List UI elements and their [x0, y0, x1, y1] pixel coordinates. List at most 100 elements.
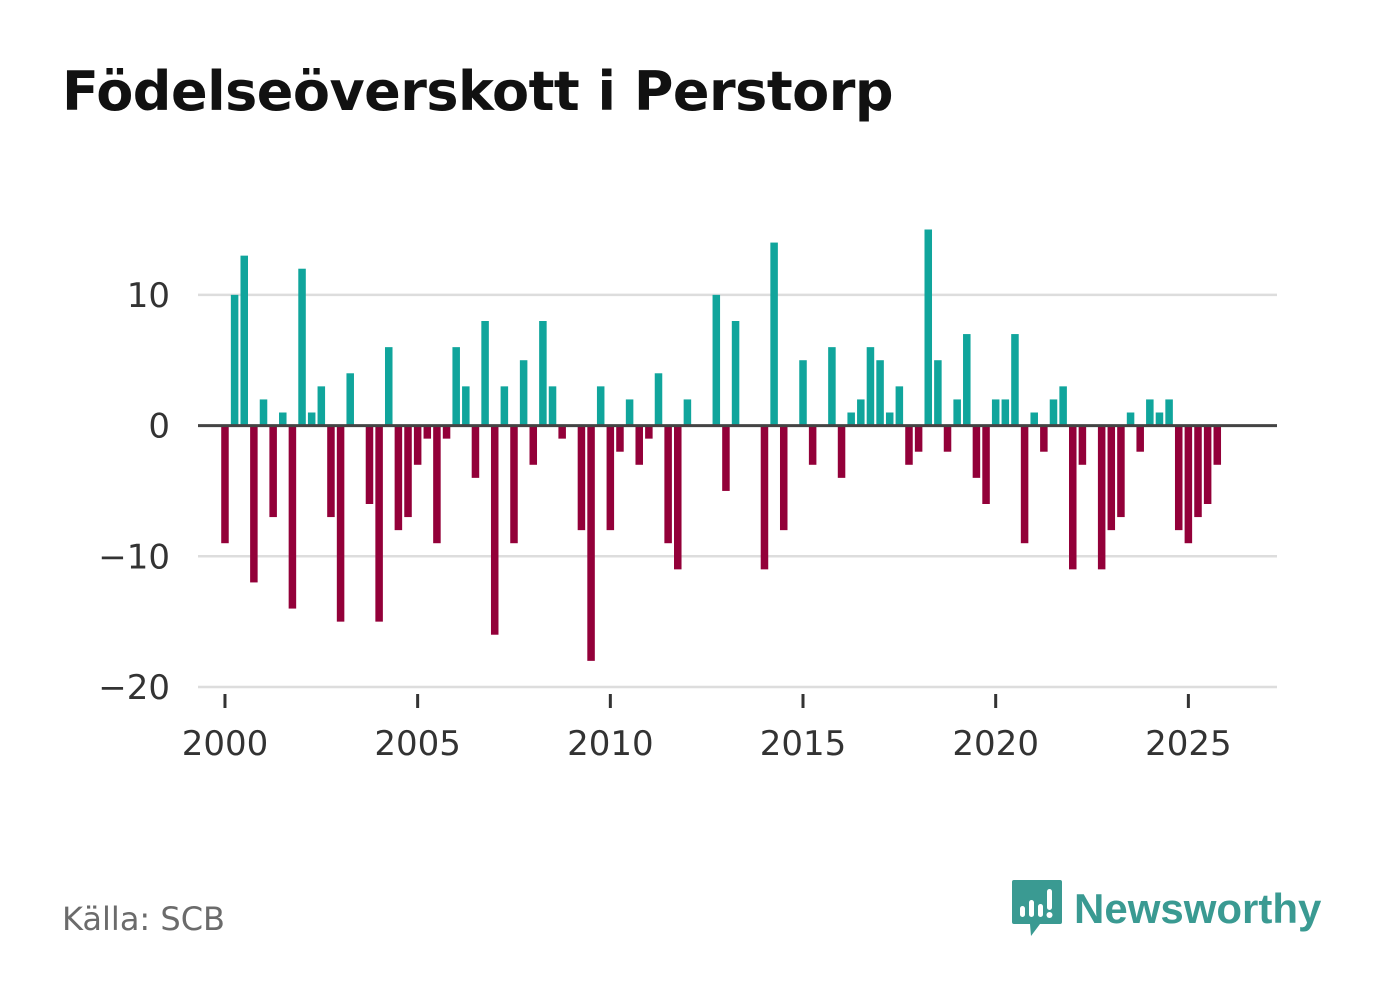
bar: [1136, 425, 1144, 452]
bar: [558, 425, 566, 439]
bar: [712, 294, 721, 426]
brand-name: Newsworthy: [1074, 885, 1322, 932]
bar: [1030, 412, 1038, 426]
bar: [500, 386, 509, 426]
bar: [1020, 425, 1029, 544]
bar: [616, 425, 624, 452]
bar: [1213, 425, 1222, 465]
bars: [221, 229, 1222, 661]
y-tick-label: 10: [127, 276, 170, 316]
bar: [885, 412, 894, 426]
bar: [914, 425, 923, 452]
bar: [346, 373, 354, 426]
bar: [240, 255, 249, 426]
source-label: Källa: SCB: [62, 900, 225, 938]
bar: [250, 425, 258, 583]
bar: [577, 425, 586, 531]
bar: [606, 425, 615, 531]
bar: [471, 425, 480, 478]
bar: [1049, 399, 1058, 426]
bar: [481, 321, 489, 426]
bar: [828, 347, 836, 426]
bar: [336, 425, 345, 622]
bar: [548, 386, 557, 426]
bar: [510, 425, 518, 544]
bar: [664, 425, 672, 544]
bar: [452, 347, 460, 426]
bar: [269, 425, 277, 518]
bar: [808, 425, 817, 465]
bar: [943, 425, 952, 452]
bar: [1078, 425, 1087, 465]
bar: [413, 425, 422, 465]
bar: [394, 425, 403, 531]
bar: [1059, 386, 1067, 426]
bar: [895, 386, 904, 426]
bar: [674, 425, 682, 570]
bar: [539, 321, 547, 426]
bar: [1184, 425, 1193, 544]
bar: [1011, 334, 1019, 426]
bar: [876, 360, 884, 426]
bar: [298, 268, 306, 426]
bar: [1174, 425, 1183, 531]
bar: [837, 425, 846, 478]
bar: [1001, 399, 1010, 426]
x-tick-label: 2000: [182, 724, 269, 764]
bar: [288, 425, 297, 609]
bar: [760, 425, 769, 570]
bar: [375, 425, 383, 622]
bar: [1146, 399, 1154, 426]
bar: [1165, 399, 1173, 426]
bar: [1040, 425, 1048, 452]
bar: [384, 347, 393, 426]
bar: [645, 425, 653, 439]
x-tick-label: 2015: [760, 724, 847, 764]
bar: [847, 412, 855, 426]
x-tick-label: 2005: [374, 724, 461, 764]
y-tick-label: −20: [98, 668, 170, 708]
bar: [462, 386, 470, 426]
y-axis: −20 −10 0 10: [98, 276, 170, 708]
bar: [857, 399, 865, 426]
x-axis: 2000 2005 2010 2015 2020 2025: [182, 694, 1232, 764]
bar: [982, 425, 990, 504]
bar: [596, 386, 605, 426]
bar: [1069, 425, 1077, 570]
bar: [317, 386, 326, 426]
bar: [519, 360, 528, 426]
bar: [529, 425, 538, 465]
bar: [221, 425, 229, 544]
newsworthy-logo-icon: [1012, 880, 1062, 936]
bar: [924, 229, 933, 426]
bar: [770, 242, 778, 426]
bar: [635, 425, 643, 465]
bar: [365, 425, 374, 504]
bar: [625, 399, 634, 426]
bar: [799, 360, 807, 426]
newsworthy-logo: Newsworthy: [1010, 876, 1321, 942]
bar: [259, 399, 268, 426]
x-tick-label: 2010: [567, 724, 654, 764]
chart-title: Födelseöverskott i Perstorp: [62, 60, 894, 123]
bar: [587, 425, 595, 661]
bar: [1203, 425, 1212, 504]
y-tick-label: 0: [148, 407, 170, 447]
bar: [1155, 412, 1164, 426]
bar: [1107, 425, 1116, 531]
bar: [991, 399, 1000, 426]
bar: [433, 425, 441, 544]
x-tick-label: 2025: [1145, 724, 1232, 764]
bar: [934, 360, 942, 426]
bar: [731, 321, 740, 426]
bar: [972, 425, 981, 478]
bar: [905, 425, 913, 465]
bar: [423, 425, 432, 439]
bar: [490, 425, 499, 635]
bar: [1126, 412, 1135, 426]
bar: [654, 373, 663, 426]
bar: [779, 425, 788, 531]
y-tick-label: −10: [98, 537, 170, 577]
bar: [953, 399, 961, 426]
